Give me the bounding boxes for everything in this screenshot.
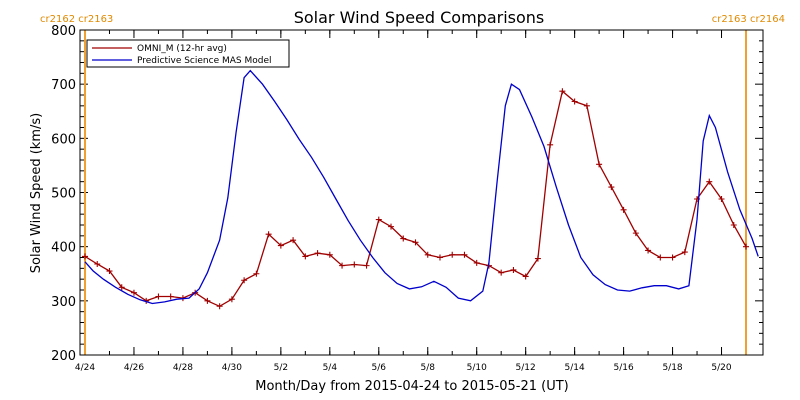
omni-data-point bbox=[632, 230, 639, 237]
omni-data-point bbox=[314, 250, 321, 257]
omni-data-point bbox=[302, 253, 309, 260]
x-tick-label: 4/28 bbox=[173, 363, 193, 373]
y-tick-label: 300 bbox=[51, 295, 76, 310]
omni-data-point bbox=[363, 262, 370, 269]
legend-label-mas: Predictive Science MAS Model bbox=[137, 56, 272, 66]
x-tick-label: 5/6 bbox=[372, 363, 387, 373]
omni-data-point bbox=[547, 141, 554, 148]
x-tick-label: 5/16 bbox=[613, 363, 633, 373]
omni-data-point bbox=[216, 303, 223, 310]
omni-data-point bbox=[228, 296, 235, 303]
omni-data-point bbox=[473, 259, 480, 266]
omni-data-point bbox=[424, 251, 431, 258]
omni-data-point bbox=[559, 88, 566, 95]
plot-frame bbox=[79, 29, 764, 356]
omni-data-point bbox=[522, 273, 529, 280]
omni-data-point bbox=[265, 231, 272, 238]
omni-data-point bbox=[118, 284, 125, 291]
omni-data-point bbox=[730, 222, 737, 228]
omni-data-point bbox=[253, 270, 260, 277]
y-tick-label: 200 bbox=[51, 349, 76, 364]
omni-data-point bbox=[461, 251, 468, 258]
x-tick-label: 5/20 bbox=[711, 363, 731, 373]
y-tick-label: 800 bbox=[51, 24, 76, 39]
omni-data-point bbox=[351, 261, 358, 268]
omni-data-point bbox=[706, 178, 713, 185]
omni-data-point bbox=[155, 293, 162, 300]
omni-data-point bbox=[596, 161, 603, 168]
x-tick-label: 4/26 bbox=[124, 363, 144, 373]
y-tick-label: 600 bbox=[51, 132, 76, 147]
omni-data-point bbox=[449, 251, 456, 258]
y-tick-label: 700 bbox=[51, 78, 76, 93]
omni-data-point bbox=[620, 206, 627, 213]
legend-label-omni: OMNI_M (12-hr avg) bbox=[137, 44, 227, 54]
omni-data-point bbox=[400, 235, 407, 242]
omni-data-point bbox=[743, 243, 749, 250]
omni-data-point bbox=[669, 254, 676, 261]
x-tick-label: 5/14 bbox=[565, 363, 585, 373]
omni-data-point bbox=[106, 268, 113, 275]
omni-data-point bbox=[681, 249, 688, 256]
mas-series-line bbox=[84, 69, 759, 305]
omni-data-point bbox=[534, 255, 541, 262]
x-tick-label: 5/12 bbox=[516, 363, 536, 373]
series-layer bbox=[82, 69, 759, 310]
legend-box bbox=[86, 39, 290, 68]
x-tick-label: 5/2 bbox=[274, 363, 288, 373]
x-tick-label: 5/4 bbox=[323, 363, 338, 373]
omni-data-point bbox=[608, 184, 615, 191]
omni-data-point bbox=[498, 269, 505, 276]
omni-data-point bbox=[412, 239, 419, 246]
cr-label-right: cr2163 cr2164 bbox=[712, 14, 785, 25]
x-axis-label: Month/Day from 2015-04-24 to 2015-05-21 … bbox=[255, 379, 568, 394]
omni-data-point bbox=[583, 102, 590, 109]
carrington-markers bbox=[84, 30, 747, 355]
omni-data-point bbox=[657, 254, 664, 261]
omni-data-point bbox=[375, 216, 382, 223]
x-tick-label: 5/10 bbox=[467, 363, 487, 373]
x-axis-ticks: 4/24 4/26 4/28 4/30 5/2 5/4 5/6 5/8 5/10 5/12 5/14… bbox=[75, 30, 747, 373]
omni-data-point bbox=[241, 277, 248, 284]
omni-data-point bbox=[82, 253, 88, 260]
omni-data-point bbox=[204, 297, 211, 304]
omni-data-point bbox=[167, 293, 174, 300]
chart-title: Solar Wind Speed Comparisons bbox=[294, 8, 545, 27]
omni-data-point bbox=[571, 98, 578, 105]
x-tick-label: 5/8 bbox=[420, 363, 435, 373]
omni-data-point bbox=[436, 254, 443, 261]
omni-data-point bbox=[277, 242, 284, 249]
y-tick-label: 500 bbox=[51, 187, 76, 202]
omni-data-point bbox=[339, 262, 346, 269]
omni-data-point bbox=[510, 266, 517, 273]
omni-data-point bbox=[388, 223, 395, 230]
legend: OMNI_M (12-hr avg) Predictive Science MA… bbox=[86, 39, 290, 68]
omni-data-point bbox=[645, 247, 652, 254]
x-tick-label: 4/24 bbox=[75, 363, 95, 373]
x-tick-label: 4/30 bbox=[222, 363, 242, 373]
omni-data-point bbox=[94, 261, 101, 267]
cr-label-left: cr2162 cr2163 bbox=[40, 14, 113, 25]
omni-data-point bbox=[326, 251, 333, 258]
y-axis-label: Solar Wind Speed (km/s) bbox=[29, 113, 44, 273]
x-tick-label: 5/18 bbox=[662, 363, 682, 373]
omni-data-point bbox=[718, 196, 725, 202]
omni-data-point bbox=[130, 289, 137, 296]
omni-series-line bbox=[84, 90, 747, 308]
y-tick-label: 400 bbox=[51, 241, 76, 256]
omni-data-point bbox=[290, 237, 297, 244]
y-axis-ticks: 200 300 400 500 600 700 800 bbox=[51, 24, 763, 364]
